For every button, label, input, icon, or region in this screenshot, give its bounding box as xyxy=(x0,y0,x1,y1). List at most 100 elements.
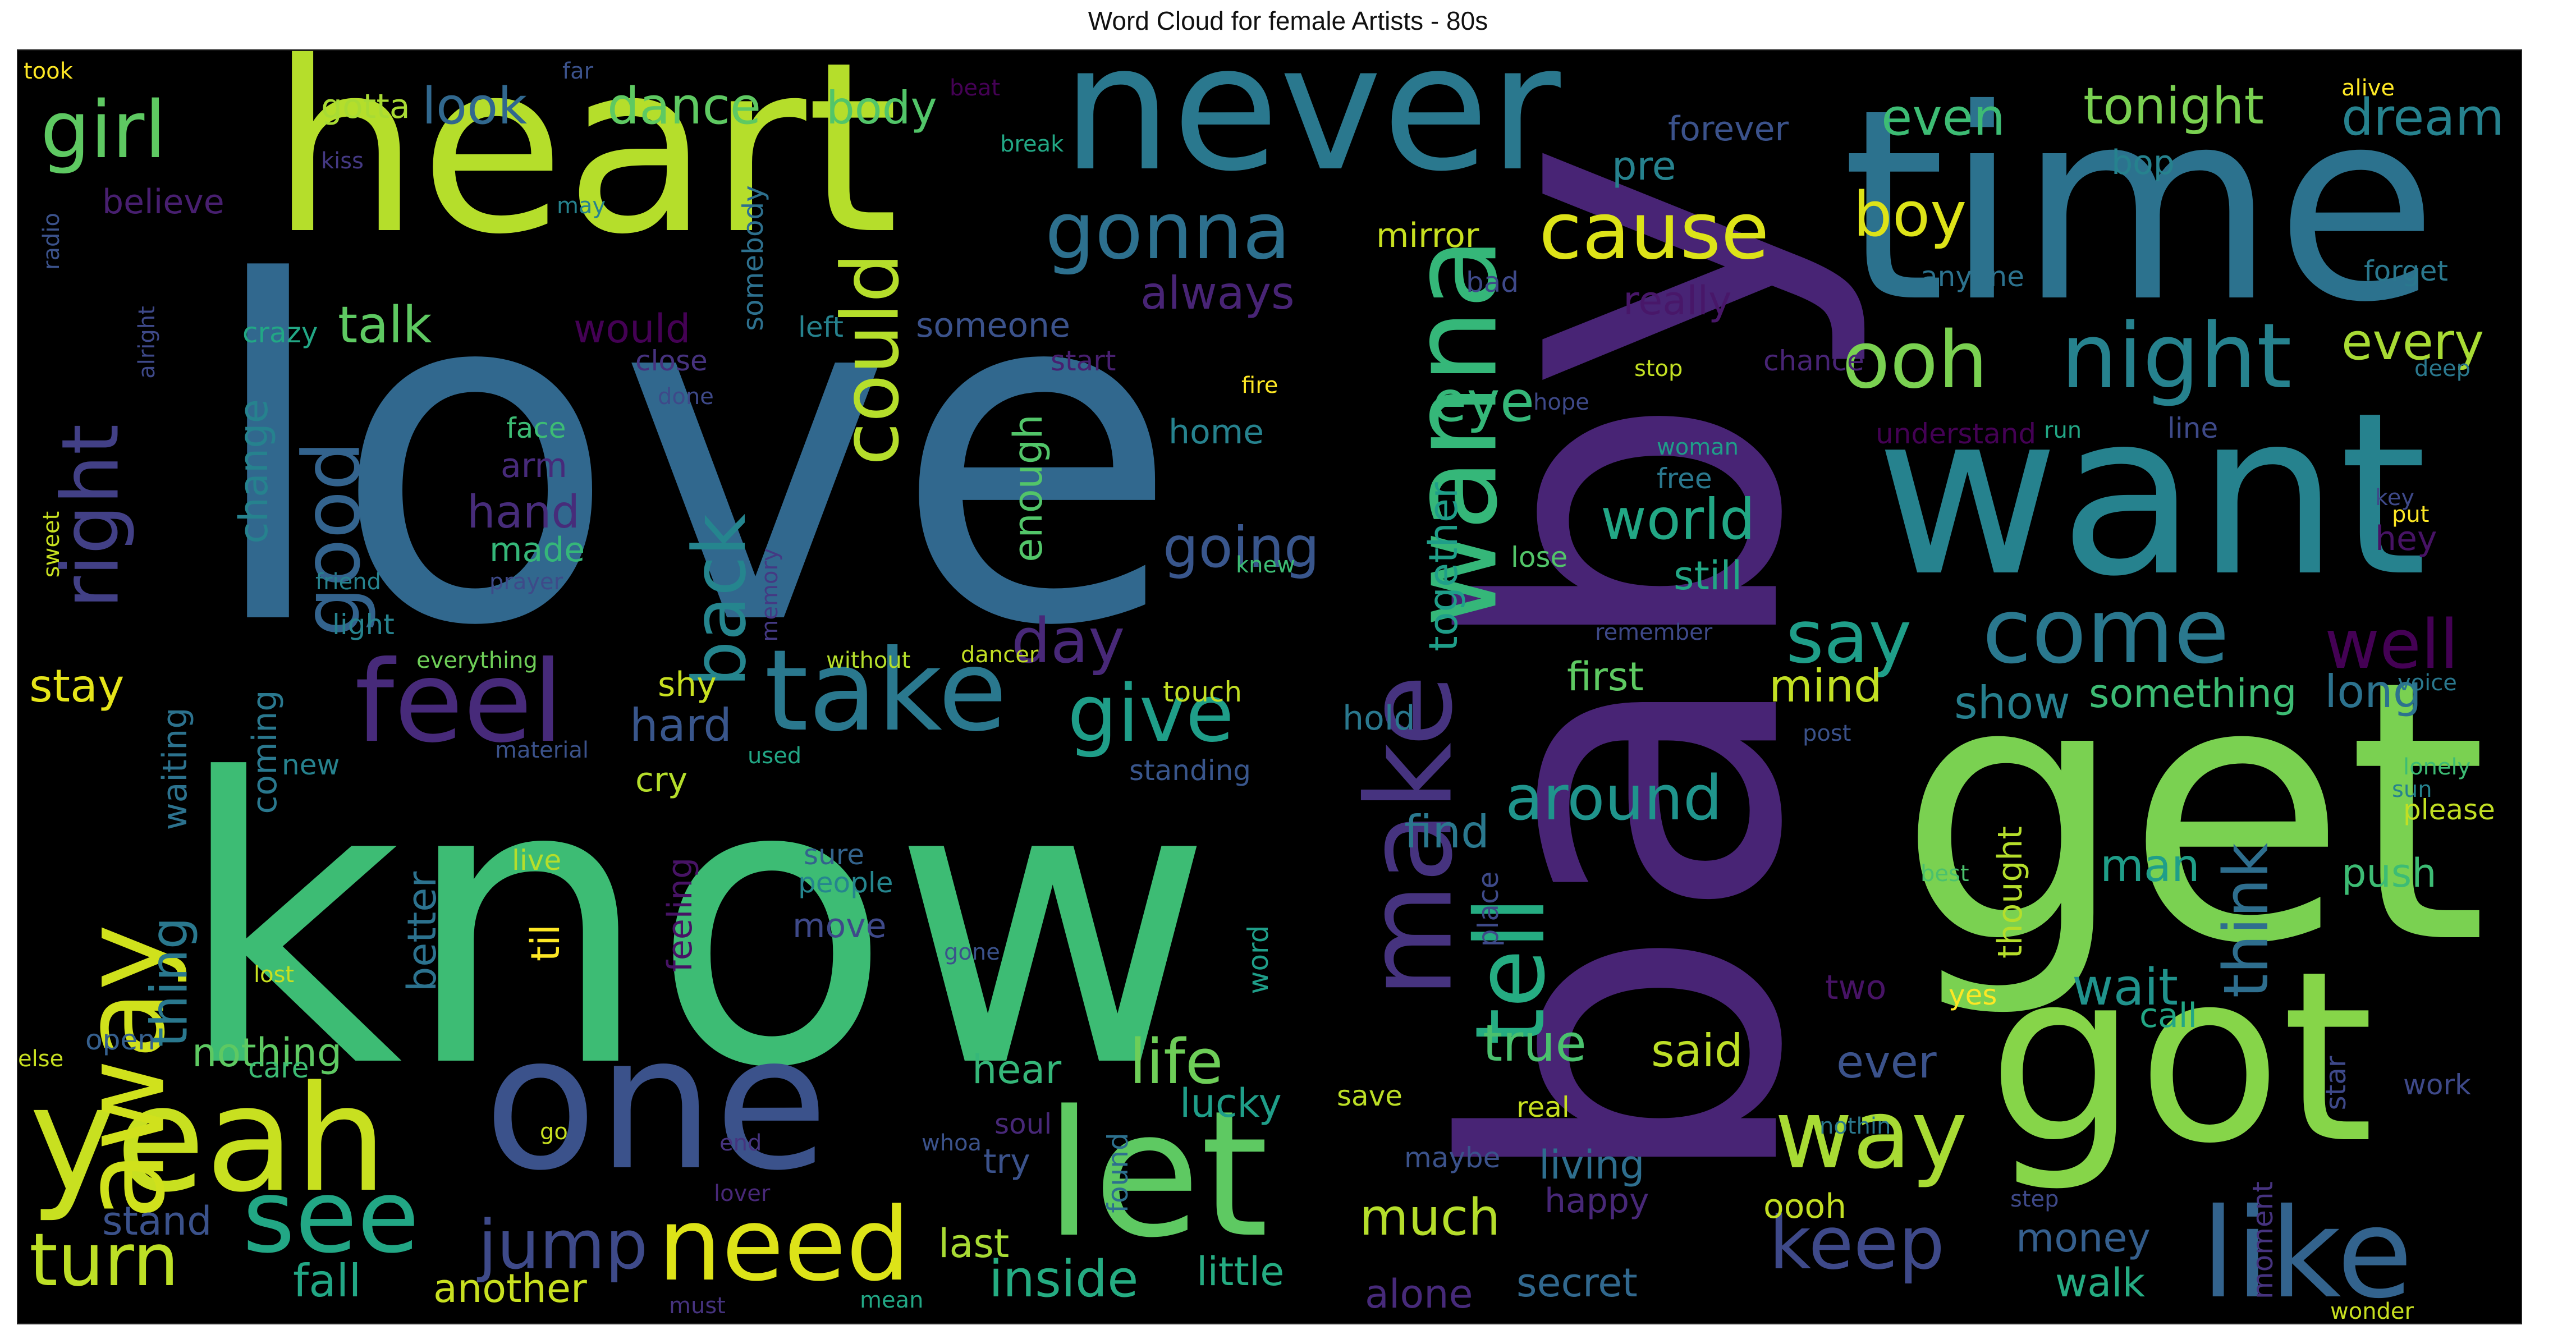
word-feel: feel xyxy=(355,637,563,768)
word-gone: gone xyxy=(944,939,1000,965)
word-really: really xyxy=(1623,278,1732,324)
word-open: open xyxy=(85,1024,155,1056)
word-thought: thought xyxy=(1991,826,2030,959)
word-little: little xyxy=(1197,1249,1284,1295)
word-lonely: lonely xyxy=(2403,754,2470,780)
word-take: take xyxy=(764,626,1007,756)
word-never: never xyxy=(1062,51,1562,210)
word-wonder: wonder xyxy=(2330,1299,2414,1323)
word-new: new xyxy=(282,749,340,781)
word-hard: hard xyxy=(630,699,732,751)
word-else: else xyxy=(18,1046,63,1072)
word-used: used xyxy=(748,743,801,769)
word-talk: talk xyxy=(338,296,432,355)
word-last: last xyxy=(938,1221,1009,1267)
word-home: home xyxy=(1168,412,1264,452)
word-knew: knew xyxy=(1236,552,1295,578)
word-cause: cause xyxy=(1539,186,1770,277)
word-dancer: dancer xyxy=(961,642,1039,668)
word-line: line xyxy=(2167,412,2218,444)
word-soul: soul xyxy=(994,1108,1052,1140)
word-light: light xyxy=(332,608,395,641)
word-real: real xyxy=(1516,1091,1570,1124)
word-give: give xyxy=(1067,668,1234,760)
word-heart: heart xyxy=(271,51,899,286)
word-prayer: prayer xyxy=(489,569,563,595)
word-love: love xyxy=(203,185,1180,727)
word-day: day xyxy=(1011,605,1125,677)
word-around: around xyxy=(1505,762,1722,834)
word-gonna: gonna xyxy=(1045,186,1291,277)
word-stop: stop xyxy=(1634,356,1683,382)
word-radio: radio xyxy=(39,213,65,270)
word-start: start xyxy=(1051,345,1116,377)
word-night: night xyxy=(2061,304,2292,409)
word-close: close xyxy=(635,345,708,377)
word-cry: cry xyxy=(635,760,687,800)
word-til: til xyxy=(522,924,569,961)
word-break: break xyxy=(1000,131,1064,157)
word-found: found xyxy=(1102,1132,1134,1213)
word-run: run xyxy=(2044,418,2082,443)
word-something: something xyxy=(2089,671,2297,717)
word-ever: ever xyxy=(1836,1036,1937,1088)
word-happy: happy xyxy=(1544,1181,1649,1221)
word-save: save xyxy=(1337,1080,1402,1112)
word-sweet: sweet xyxy=(39,511,65,577)
word-change: change xyxy=(231,399,277,544)
word-one: one xyxy=(484,996,828,1211)
word-care: care xyxy=(248,1052,309,1084)
word-free: free xyxy=(1657,462,1712,495)
word-way: way xyxy=(1775,1079,1968,1190)
word-dream: dream xyxy=(2341,88,2504,147)
word-left: left xyxy=(798,311,844,343)
word-know: know xyxy=(175,696,1213,1154)
word-enough: enough xyxy=(1005,414,1051,562)
word-said: said xyxy=(1651,1025,1743,1077)
word-hold: hold xyxy=(1342,699,1415,738)
word-try: try xyxy=(983,1142,1030,1181)
word-far: far xyxy=(562,58,594,84)
word-well: well xyxy=(2325,606,2459,684)
word-alive: alive xyxy=(2341,75,2395,101)
word-let: let xyxy=(1045,1074,1268,1276)
word-true: true xyxy=(1483,1014,1587,1073)
word-hope: hope xyxy=(1533,389,1589,415)
word-hear: hear xyxy=(972,1047,1061,1093)
word-tonight: tonight xyxy=(2083,77,2264,136)
word-maybe: maybe xyxy=(1404,1141,1500,1174)
word-someone: someone xyxy=(916,306,1070,345)
word-moment: moment xyxy=(2247,1181,2279,1299)
chart-title: Word Cloud for female Artists - 80s xyxy=(1088,6,1488,35)
word-wait: wait xyxy=(2072,958,2178,1017)
word-without: without xyxy=(826,648,910,673)
word-long: long xyxy=(2325,666,2422,718)
word-fire: fire xyxy=(1241,373,1278,398)
word-much: much xyxy=(1359,1188,1500,1247)
word-like: like xyxy=(2201,1182,2413,1323)
word-say: say xyxy=(1786,594,1912,680)
word-first: first xyxy=(1567,654,1644,700)
word-body: body xyxy=(826,82,937,134)
word-thing: thing xyxy=(140,917,199,1047)
word-good: good xyxy=(287,441,378,636)
word-understand: understand xyxy=(1876,418,2036,450)
word-live: live xyxy=(512,844,561,877)
word-even: even xyxy=(1881,88,2005,147)
word-always: always xyxy=(1140,267,1295,319)
word-push: push xyxy=(2341,850,2437,896)
word-done: done xyxy=(658,384,714,410)
word-move: move xyxy=(792,906,887,946)
word-girl: girl xyxy=(40,85,166,176)
word-coming: coming xyxy=(245,690,285,814)
word-sure: sure xyxy=(804,838,864,871)
word-two: two xyxy=(1825,968,1886,1007)
word-deep: deep xyxy=(2414,356,2470,382)
word-world: world xyxy=(1601,487,1755,552)
word-post: post xyxy=(1803,721,1851,746)
word-yes: yes xyxy=(1949,979,1997,1011)
word-another: another xyxy=(433,1265,587,1312)
word-money: money xyxy=(2016,1215,2151,1261)
word-would: would xyxy=(574,306,690,352)
word-forget: forget xyxy=(2364,255,2448,287)
